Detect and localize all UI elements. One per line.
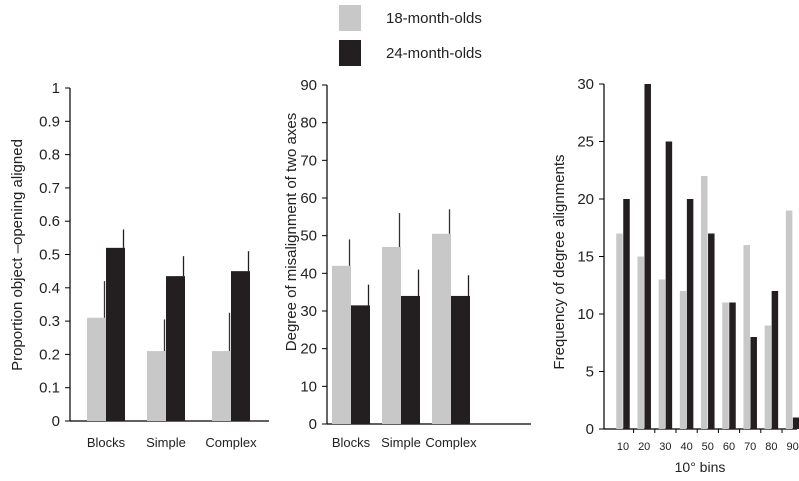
chart-alignment-frequency: 0 5 10 15 20 25 30 Frequency of degree alignmen… bbox=[551, 76, 799, 475]
bar-24-month-olds-simple bbox=[401, 295, 420, 424]
x-tick-label: 40 bbox=[680, 441, 692, 453]
bar-24-month-olds-40 bbox=[686, 199, 694, 429]
x-tick-label: Simple bbox=[381, 435, 421, 450]
y-axis-label: Frequency of degree alignments bbox=[551, 154, 568, 369]
bar-18-month-olds-70 bbox=[743, 245, 750, 429]
bar-18-month-olds-complex bbox=[212, 351, 231, 421]
y-tick-label: 70 bbox=[300, 152, 317, 169]
y-tick-label: 0.3 bbox=[39, 313, 60, 330]
y-tick-label: 0.5 bbox=[39, 247, 60, 264]
bar-18-month-olds-simple bbox=[147, 351, 166, 421]
bar-24-month-olds-blocks bbox=[106, 247, 125, 421]
y-tick-label: 30 bbox=[300, 303, 317, 320]
y-tick-label: 60 bbox=[300, 190, 317, 207]
legend-label-24-month-olds: 24-month-olds bbox=[386, 45, 482, 62]
y-tick-label: 0.7 bbox=[39, 180, 60, 197]
x-tick-label: Blocks bbox=[332, 435, 371, 450]
legend: 18-month-olds 24-month-olds bbox=[339, 5, 482, 66]
bar-18-month-olds-40 bbox=[679, 291, 687, 429]
x-axis-label: 10° bins bbox=[675, 459, 726, 475]
bar-18-month-olds-20 bbox=[637, 256, 644, 429]
bar-24-month-olds-blocks bbox=[351, 305, 370, 424]
bar-18-month-olds-simple bbox=[382, 246, 401, 424]
y-tick-label: 5 bbox=[586, 364, 594, 381]
y-tick-label: 30 bbox=[577, 76, 594, 93]
y-tick-label: 20 bbox=[577, 191, 594, 208]
bar-24-month-olds-60 bbox=[729, 302, 736, 429]
bar-18-month-olds-90 bbox=[785, 210, 793, 429]
chart-proportion-aligned: 0 0.1 0.2 0.3 0.4 0.5 0.6 0.7 0.8 0.9 1 Proportion … bbox=[9, 80, 269, 450]
bar-18-month-olds-blocks bbox=[87, 317, 106, 421]
y-tick-label: 0 bbox=[586, 421, 594, 438]
x-tick-label: 60 bbox=[723, 441, 735, 453]
bar-24-month-olds-10 bbox=[623, 199, 630, 429]
y-tick-label: 20 bbox=[300, 341, 317, 358]
x-tick-label: Complex bbox=[425, 435, 477, 450]
bar-24-month-olds-50 bbox=[708, 233, 715, 429]
y-tick-label: 10 bbox=[577, 306, 594, 323]
x-tick-label: 10 bbox=[617, 441, 629, 453]
bar-24-month-olds-complex bbox=[451, 295, 470, 424]
y-tick-label: 0.1 bbox=[39, 380, 60, 397]
legend-label-18-month-olds: 18-month-olds bbox=[386, 10, 482, 27]
y-tick-label: 0 bbox=[52, 413, 60, 430]
x-tick-label: Simple bbox=[146, 435, 186, 450]
bar-18-month-olds-30 bbox=[658, 279, 666, 429]
bar-18-month-olds-50 bbox=[701, 176, 708, 429]
y-tick-label: 0 bbox=[309, 416, 317, 433]
bar-24-month-olds-80 bbox=[771, 291, 779, 429]
bar-18-month-olds-blocks bbox=[332, 265, 351, 424]
chart-misalignment-degree: 0 10 20 30 40 50 60 70 80 90 Degree of misalignmen… bbox=[283, 77, 531, 450]
y-tick-label: 10 bbox=[300, 378, 317, 395]
bar-24-month-olds-70 bbox=[750, 337, 757, 429]
x-tick-label: 90 bbox=[786, 441, 798, 453]
y-tick-label: 0.8 bbox=[39, 147, 60, 164]
x-tick-label: 70 bbox=[744, 441, 756, 453]
legend-swatch-24-month-olds bbox=[339, 40, 361, 66]
y-tick-label: 90 bbox=[300, 77, 317, 94]
y-axis-label: Degree of misalignment of two axes bbox=[283, 113, 300, 351]
y-tick-label: 25 bbox=[577, 134, 594, 151]
bar-18-month-olds-complex bbox=[432, 233, 451, 424]
y-tick-label: 0.2 bbox=[39, 346, 60, 363]
bar-18-month-olds-10 bbox=[616, 233, 623, 429]
y-axis-label: Proportion object –opening aligned bbox=[9, 139, 26, 371]
y-tick-label: 0.6 bbox=[39, 213, 60, 230]
y-tick-label: 50 bbox=[300, 228, 317, 245]
bar-18-month-olds-60 bbox=[722, 302, 729, 429]
x-tick-label: Complex bbox=[205, 435, 257, 450]
x-tick-label: 30 bbox=[659, 441, 671, 453]
bar-24-month-olds-complex bbox=[231, 271, 250, 421]
y-tick-label: 40 bbox=[300, 265, 317, 282]
bar-24-month-olds-20 bbox=[644, 84, 651, 429]
bar-24-month-olds-simple bbox=[166, 276, 185, 421]
x-tick-label: Blocks bbox=[87, 435, 126, 450]
bar-24-month-olds-90 bbox=[792, 417, 799, 429]
bar-24-month-olds-30 bbox=[665, 141, 673, 429]
y-tick-label: 0.4 bbox=[39, 280, 60, 297]
x-tick-label: 50 bbox=[702, 441, 714, 453]
y-tick-label: 80 bbox=[300, 115, 317, 132]
x-tick-label: 20 bbox=[638, 441, 650, 453]
y-tick-label: 15 bbox=[577, 249, 594, 266]
bar-18-month-olds-80 bbox=[764, 325, 772, 429]
x-tick-label: 80 bbox=[765, 441, 777, 453]
y-tick-label: 0.9 bbox=[39, 113, 60, 130]
y-tick-label: 1 bbox=[52, 80, 60, 97]
legend-swatch-18-month-olds bbox=[339, 5, 361, 31]
